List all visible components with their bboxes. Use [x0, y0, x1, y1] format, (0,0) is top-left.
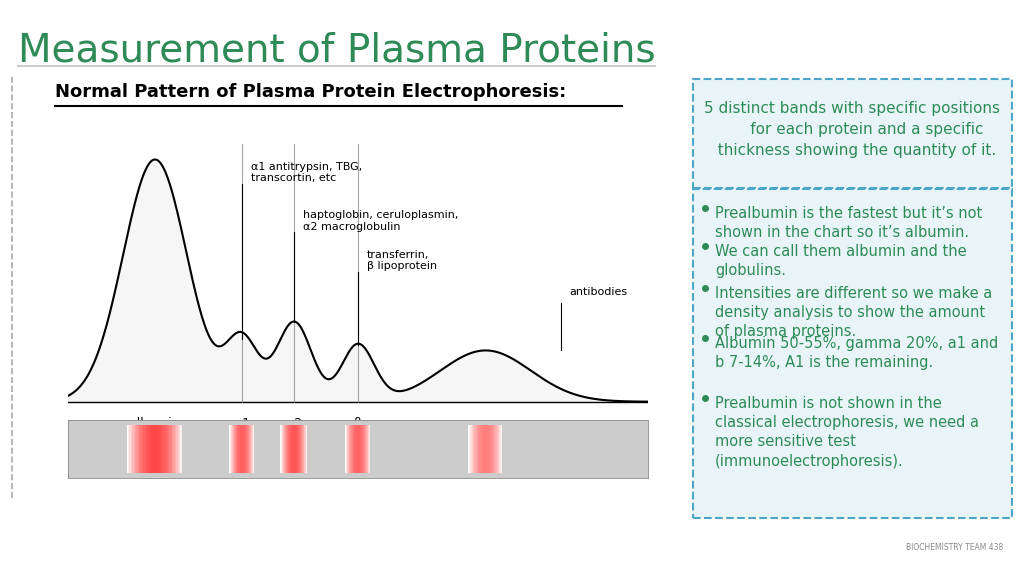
Bar: [164, 425, 166, 473]
FancyBboxPatch shape: [693, 79, 1012, 188]
Bar: [173, 425, 175, 473]
Bar: [161, 425, 163, 473]
Bar: [137, 425, 139, 473]
Bar: [176, 425, 178, 473]
Text: origin: origin: [336, 458, 372, 471]
Bar: [179, 425, 180, 473]
Bar: [132, 425, 134, 473]
Bar: [151, 425, 152, 473]
Text: γ: γ: [482, 418, 489, 430]
Text: β: β: [354, 418, 362, 430]
Text: BIOCHEMISTRY TEAM 438: BIOCHEMISTRY TEAM 438: [906, 544, 1004, 552]
Bar: [127, 425, 128, 473]
Bar: [144, 425, 146, 473]
Bar: [141, 425, 143, 473]
Text: We can call them albumin and the
globulins.: We can call them albumin and the globuli…: [715, 244, 967, 278]
Text: haptoglobin, ceruloplasmin,
α2 macroglobulin: haptoglobin, ceruloplasmin, α2 macroglob…: [303, 210, 459, 232]
Bar: [140, 425, 142, 473]
Text: 5 distinct bands with specific positions
      for each protein and a specific
 : 5 distinct bands with specific positions…: [705, 101, 1000, 158]
Text: Normal Pattern of Plasma Protein Electrophoresis:: Normal Pattern of Plasma Protein Electro…: [55, 83, 566, 101]
Bar: [155, 425, 156, 473]
FancyBboxPatch shape: [693, 189, 1012, 518]
Bar: [133, 425, 135, 473]
Bar: [160, 425, 162, 473]
Text: albumin: albumin: [130, 418, 180, 430]
Bar: [147, 425, 148, 473]
Text: Measurement of Plasma Proteins: Measurement of Plasma Proteins: [18, 31, 655, 69]
Bar: [177, 425, 179, 473]
Text: α1 antitrypsin, TBG,
transcortin, etc: α1 antitrypsin, TBG, transcortin, etc: [251, 161, 361, 183]
Bar: [129, 425, 131, 473]
Bar: [148, 425, 151, 473]
Bar: [167, 425, 168, 473]
Bar: [157, 425, 159, 473]
Bar: [153, 425, 155, 473]
Text: Prealbumin is not shown in the
classical electrophoresis, we need a
more sensiti: Prealbumin is not shown in the classical…: [715, 396, 979, 469]
Bar: [180, 425, 182, 473]
Text: −: −: [634, 444, 650, 463]
Bar: [168, 425, 170, 473]
Text: +: +: [68, 444, 84, 463]
Bar: [163, 425, 164, 473]
Bar: [165, 425, 167, 473]
Bar: [139, 425, 140, 473]
Text: α2: α2: [286, 418, 302, 430]
Bar: [152, 425, 153, 473]
Bar: [175, 425, 176, 473]
Text: α1: α1: [233, 418, 250, 430]
Text: Prealbumin is the fastest but it’s not
shown in the chart so it’s albumin.: Prealbumin is the fastest but it’s not s…: [715, 206, 982, 240]
Bar: [143, 425, 144, 473]
Text: Albumin 50-55%, gamma 20%, a1 and
b 7-14%, A1 is the remaining.: Albumin 50-55%, gamma 20%, a1 and b 7-14…: [715, 336, 998, 370]
Bar: [172, 425, 174, 473]
Bar: [128, 425, 130, 473]
Text: antibodies: antibodies: [569, 287, 628, 297]
Text: Intensities are different so we make a
density analysis to show the amount
of pl: Intensities are different so we make a d…: [715, 286, 992, 339]
Bar: [169, 425, 171, 473]
Bar: [156, 425, 157, 473]
Text: transferrin,
β lipoprotein: transferrin, β lipoprotein: [367, 250, 437, 271]
Bar: [146, 425, 147, 473]
Bar: [159, 425, 160, 473]
Bar: [171, 425, 172, 473]
Bar: [136, 425, 138, 473]
Bar: [135, 425, 136, 473]
Bar: [131, 425, 132, 473]
